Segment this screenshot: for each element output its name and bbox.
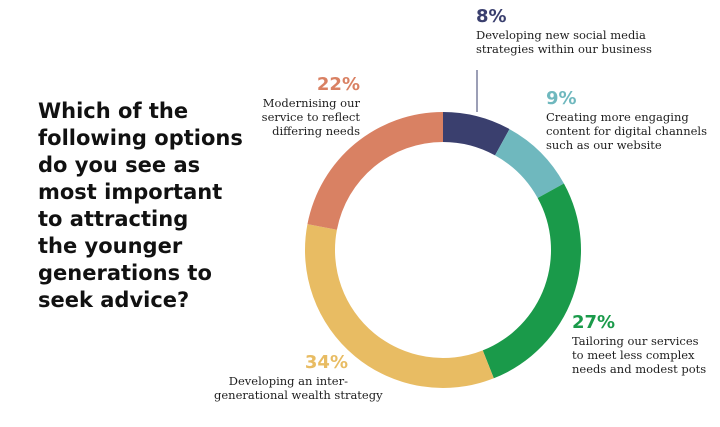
description-line: Creating more engaging <box>546 110 689 124</box>
slice-label-social-media: 8% Developing new social media strategie… <box>476 6 652 56</box>
slice-description: Tailoring our services to meet less comp… <box>572 334 706 376</box>
question-line: most important <box>38 180 223 204</box>
description-line: needs and modest pots <box>572 362 707 376</box>
question-line: generations to <box>38 261 212 285</box>
donut-slices <box>305 112 581 388</box>
donut-slice-2 <box>482 183 581 379</box>
description-line: Modernising our <box>262 96 360 110</box>
description-line: content for digital channels <box>546 124 708 138</box>
description-line: Developing an inter- <box>228 374 348 388</box>
donut-slice-4 <box>307 112 443 230</box>
description-line: Developing new social media <box>476 28 646 42</box>
question-line: seek advice? <box>38 288 190 312</box>
slice-description: Developing new social media strategies w… <box>476 28 652 56</box>
question-line: to attracting <box>38 207 189 231</box>
question-line: following options <box>38 126 243 150</box>
slice-label-digital-content: 9% Creating more engaging content for di… <box>546 88 707 152</box>
description-line: strategies within our business <box>476 42 652 56</box>
slice-label-intergenerational: 34% Developing an inter- generational we… <box>214 352 383 402</box>
description-line: to meet less complex <box>572 348 695 362</box>
question-line: Which of the <box>38 99 189 123</box>
percent-label: 9% <box>546 88 577 109</box>
question-line: do you see as <box>38 153 201 177</box>
slice-description: Modernising our service to reflect diffe… <box>250 96 360 138</box>
percent-label: 34% <box>304 352 348 373</box>
question-heading: Which of the following options do you se… <box>38 98 278 314</box>
description-line: Tailoring our services <box>572 334 699 348</box>
slice-description: Creating more engaging content for digit… <box>546 110 707 152</box>
description-line: service to reflect <box>261 110 360 124</box>
question-line: the younger <box>38 234 183 258</box>
percent-label: 27% <box>572 312 616 333</box>
description-line: differing needs <box>272 124 360 138</box>
percent-label: 8% <box>476 6 507 27</box>
slice-description: Developing an inter- generational wealth… <box>214 374 383 402</box>
donut-slice-3 <box>305 224 494 388</box>
description-line: such as our website <box>546 138 662 152</box>
slice-label-modernising: 22% Modernising our service to reflect d… <box>250 74 360 138</box>
donut-slice-0 <box>443 112 510 156</box>
slice-label-tailoring-services: 27% Tailoring our services to meet less … <box>572 312 706 376</box>
percent-label: 22% <box>316 74 360 95</box>
description-line: generational wealth strategy <box>214 388 383 402</box>
donut-slice-1 <box>495 129 564 198</box>
